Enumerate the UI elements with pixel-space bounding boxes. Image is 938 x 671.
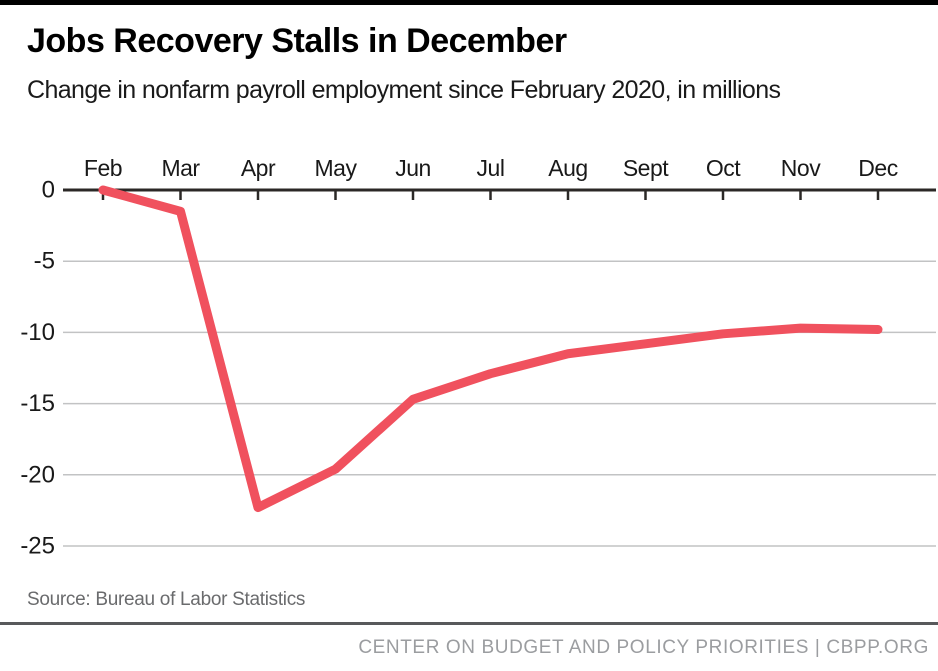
x-axis-month-label: Feb	[84, 155, 122, 181]
payroll-change-line	[98, 185, 883, 513]
x-axis-month-label: Nov	[781, 155, 821, 181]
y-axis-tick-label: -5	[34, 248, 55, 275]
y-axis-tick-label: -10	[20, 319, 55, 346]
top-accent-bar	[0, 0, 938, 5]
y-axis-tick-label: -25	[20, 533, 55, 560]
source-note: Source: Bureau of Labor Statistics	[27, 589, 306, 610]
x-axis-month-label: Jun	[395, 155, 431, 181]
chart-subtitle: Change in nonfarm payroll employment sin…	[27, 76, 781, 104]
x-axis-month-label: Oct	[706, 155, 741, 181]
chart-title: Jobs Recovery Stalls in December	[27, 22, 567, 60]
x-axis-month-label: Apr	[241, 155, 276, 181]
x-axis-month-label: Mar	[161, 155, 200, 181]
y-axis-tick-label: -20	[20, 461, 55, 488]
x-axis-month-label: May	[315, 155, 358, 181]
x-axis-month-label: Jul	[477, 155, 505, 181]
y-axis-tick-label: -15	[20, 390, 55, 417]
plot-area: 0 -5 -10 -15 -20 -25 Feb Mar Apr May Jun Jul Aug Sept…	[0, 140, 938, 580]
x-axis-month-label: Dec	[858, 155, 897, 181]
x-axis-month-label: Aug	[548, 155, 587, 181]
line-chart: 0 -5 -10 -15 -20 -25 Feb Mar Apr May Jun Jul Aug Sept…	[20, 155, 936, 560]
footer-divider	[0, 622, 938, 625]
x-axis-month-label: Sept	[623, 155, 669, 181]
y-axis-tick-label: 0	[42, 177, 55, 204]
footer-brand: CENTER ON BUDGET AND POLICY PRIORITIES |…	[358, 637, 929, 658]
